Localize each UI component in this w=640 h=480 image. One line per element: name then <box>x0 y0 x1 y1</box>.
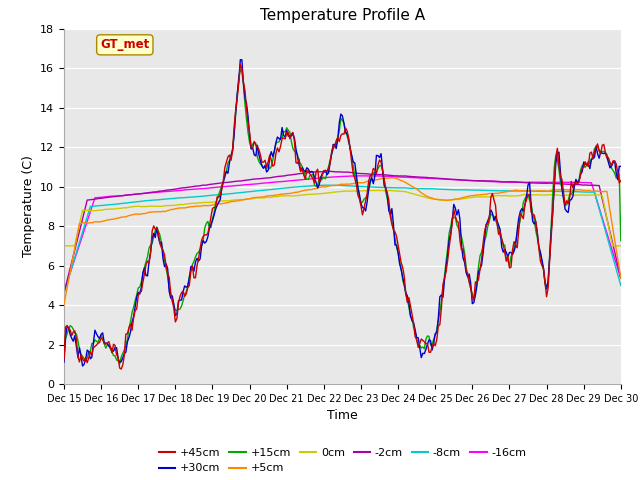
Y-axis label: Temperature (C): Temperature (C) <box>22 156 35 257</box>
Text: GT_met: GT_met <box>100 38 150 51</box>
Legend: +45cm, +30cm, +15cm, +5cm, 0cm, -2cm, -8cm, -16cm: +45cm, +30cm, +15cm, +5cm, 0cm, -2cm, -8… <box>154 444 531 478</box>
Title: Temperature Profile A: Temperature Profile A <box>260 9 425 24</box>
X-axis label: Time: Time <box>327 409 358 422</box>
